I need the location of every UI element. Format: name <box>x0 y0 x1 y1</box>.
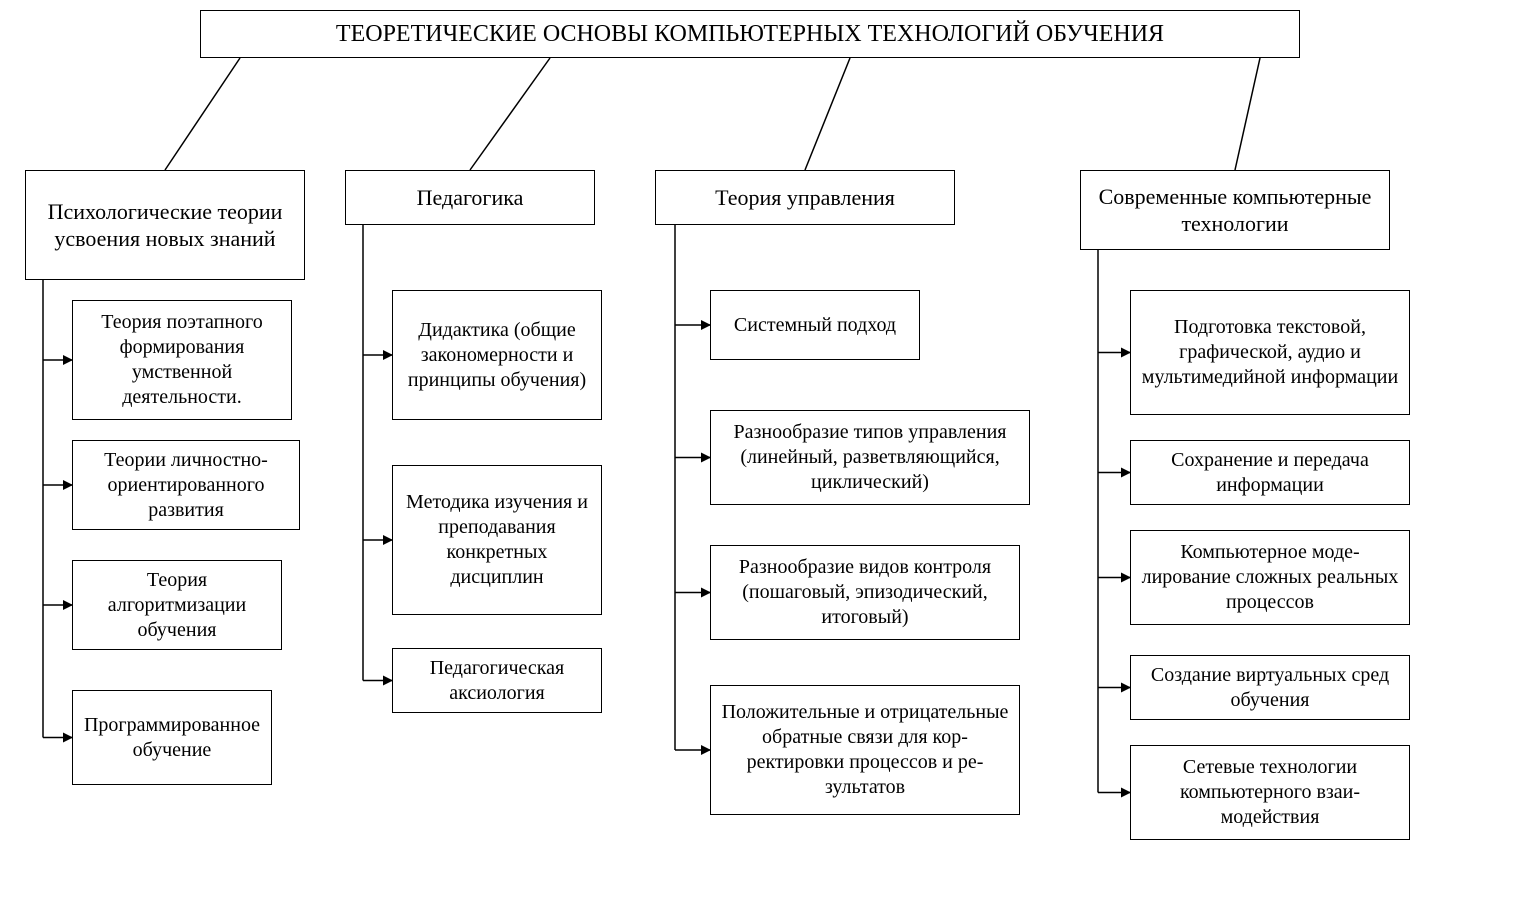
b3l4: Положительные и отрицатель­ные обратные … <box>710 685 1020 815</box>
b4l2: Сохранение и передача информации <box>1130 440 1410 505</box>
b1l4: Программиро­ванное обуче­ние <box>72 690 272 785</box>
root-node: ТЕОРЕТИЧЕСКИЕ ОСНОВЫ КОМПЬЮТЕРНЫХ ТЕХНОЛ… <box>200 10 1300 58</box>
b3l1: Системный подход <box>710 290 920 360</box>
b1l2: Теории личностно-ориентированного развит… <box>72 440 300 530</box>
b3l2: Разнообразие типов управления (линейный,… <box>710 410 1030 505</box>
b1-header: Психологические теории усвоения новых зн… <box>25 170 305 280</box>
b3-header: Теория управления <box>655 170 955 225</box>
b2l3: Педагогическая аксиология <box>392 648 602 713</box>
b2l1: Дидактика (об­щие закономер­ности и прин… <box>392 290 602 420</box>
b4l5: Сетевые технологии компьютерного взаи­мо… <box>1130 745 1410 840</box>
b4l4: Создание виртуальных сред обучения <box>1130 655 1410 720</box>
b2l2: Методика изучения и преподавания конкрет… <box>392 465 602 615</box>
b4l3: Компьютерное моде­лирование сложных реал… <box>1130 530 1410 625</box>
diagram-stage: ТЕОРЕТИЧЕСКИЕ ОСНОВЫ КОМПЬЮТЕРНЫХ ТЕХНОЛ… <box>0 0 1531 918</box>
b4l1: Подготовка текстовой, графической, аудио… <box>1130 290 1410 415</box>
b1l3: Теория алгоритмизации обучения <box>72 560 282 650</box>
b4-header: Современные компь­ютерные технологии <box>1080 170 1390 250</box>
b3l3: Разнообразие видов контроля (пошаговый, … <box>710 545 1020 640</box>
b1l1: Теория поэтапного формирования умственно… <box>72 300 292 420</box>
b2-header: Педагогика <box>345 170 595 225</box>
